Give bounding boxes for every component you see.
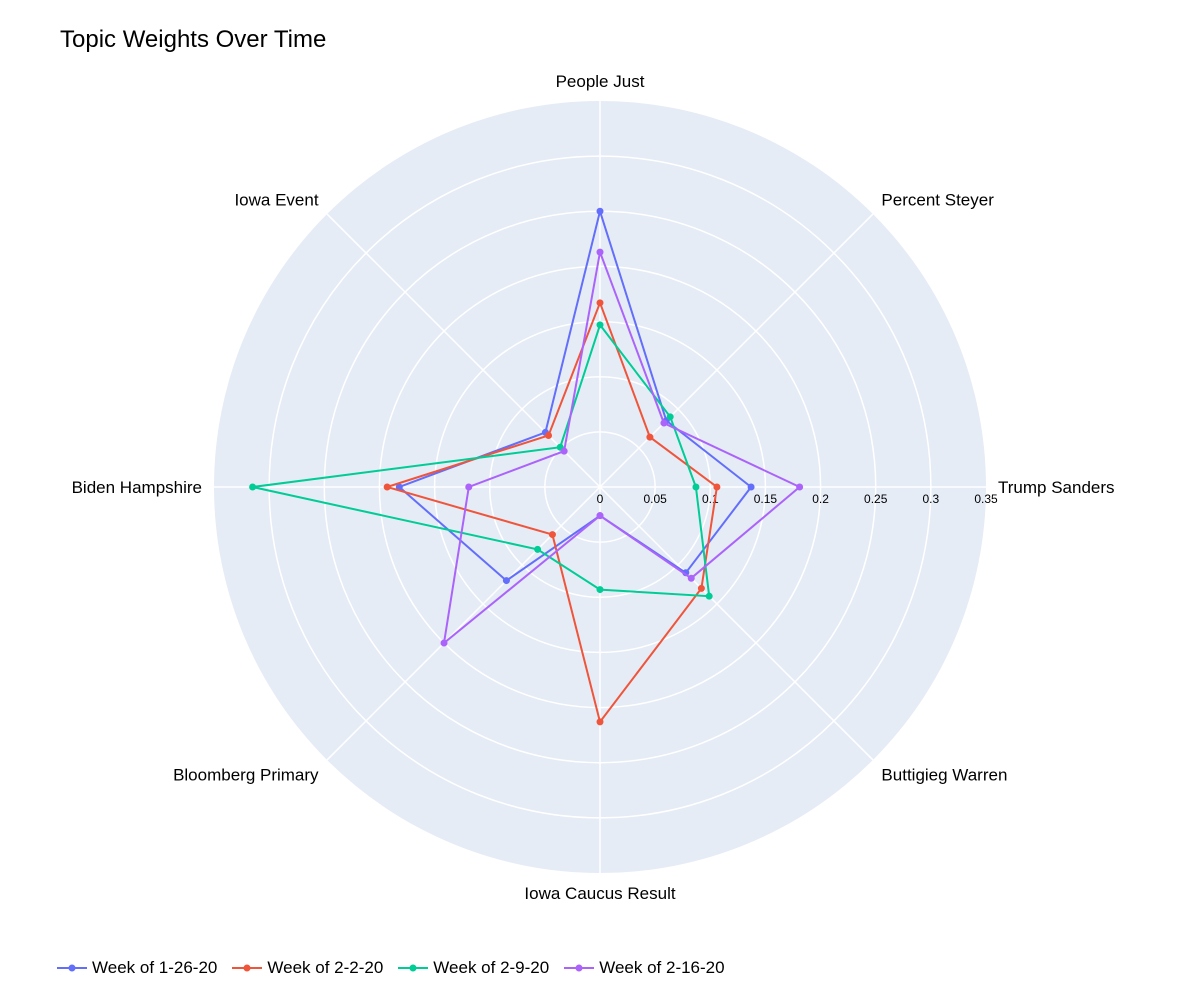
legend-swatch-icon bbox=[564, 964, 595, 972]
data-point-1-7 bbox=[545, 432, 553, 440]
legend-label: Week of 2-9-20 bbox=[433, 958, 550, 977]
data-point-2-1 bbox=[666, 413, 674, 421]
radial-tick-label: 0.15 bbox=[754, 492, 778, 506]
data-point-3-7 bbox=[560, 447, 568, 455]
axis-label-6: Biden Hampshire bbox=[72, 478, 202, 497]
data-point-3-1 bbox=[660, 419, 668, 427]
legend-item[interactable]: Week of 2-16-20 bbox=[563, 958, 725, 978]
legend-item[interactable]: Week of 1-26-20 bbox=[56, 958, 217, 978]
axis-label-0: People Just bbox=[556, 72, 645, 91]
legend-swatch-icon bbox=[232, 964, 263, 972]
radial-tick-label: 0.05 bbox=[643, 492, 667, 506]
axis-labels: People Just Percent Steyer Trump Sanders Bu… bbox=[72, 72, 1115, 903]
data-point-1-1 bbox=[646, 433, 654, 441]
spoke-line-3 bbox=[599, 486, 874, 761]
data-point-2-0 bbox=[596, 321, 604, 329]
legend-item[interactable]: Week of 2-2-20 bbox=[231, 958, 383, 978]
radial-grid bbox=[214, 101, 986, 873]
spoke-line-7 bbox=[326, 213, 601, 488]
radial-tick-label: 0.2 bbox=[812, 492, 829, 506]
data-point-3-2 bbox=[796, 483, 804, 491]
radial-tick-label: 0.35 bbox=[974, 492, 998, 506]
radial-tick-labels: 0 0.05 0.1 0.15 0.2 0.25 0.3 0.35 bbox=[597, 492, 998, 506]
data-point-1-2 bbox=[713, 483, 721, 491]
axis-label-3: Buttigieg Warren bbox=[881, 765, 1007, 784]
chart-title: Topic Weights Over Time bbox=[60, 26, 327, 53]
data-point-3-6 bbox=[465, 483, 473, 491]
data-point-2-3 bbox=[705, 592, 713, 600]
data-point-3-0 bbox=[596, 248, 604, 256]
legend-swatch-icon bbox=[57, 964, 87, 972]
data-point-0-2 bbox=[747, 483, 755, 491]
legend-label: Week of 2-16-20 bbox=[599, 958, 725, 977]
legend-swatch-icon bbox=[398, 964, 429, 972]
data-point-0-6 bbox=[395, 483, 403, 491]
data-point-2-5 bbox=[534, 545, 542, 553]
legend-label: Week of 2-2-20 bbox=[267, 958, 384, 977]
data-point-1-3 bbox=[697, 584, 705, 592]
legend-label: Week of 1-26-20 bbox=[92, 958, 218, 977]
series-group bbox=[249, 207, 804, 726]
data-point-3-3 bbox=[687, 574, 695, 582]
data-point-0-0 bbox=[596, 207, 604, 215]
data-point-1-6 bbox=[383, 483, 391, 491]
data-point-1-0 bbox=[596, 299, 604, 307]
data-point-0-5 bbox=[502, 577, 510, 585]
data-point-3-5 bbox=[440, 639, 448, 647]
legend-item[interactable]: Week of 2-9-20 bbox=[397, 958, 549, 978]
data-point-2-2 bbox=[692, 483, 700, 491]
data-point-2-6 bbox=[249, 483, 257, 491]
axis-label-7: Iowa Event bbox=[234, 191, 318, 210]
data-point-3-4 bbox=[596, 512, 604, 520]
radial-tick-label: 0 bbox=[597, 492, 604, 506]
chart-legend: Week of 1-26-20 Week of 2-2-20 Week of 2-9… bbox=[56, 958, 731, 978]
spoke-line-1 bbox=[599, 213, 874, 488]
axis-label-5: Bloomberg Primary bbox=[173, 765, 319, 784]
data-point-2-4 bbox=[596, 586, 604, 594]
axis-label-1: Percent Steyer bbox=[881, 191, 994, 210]
radial-tick-label: 0.25 bbox=[864, 492, 888, 506]
radial-tick-label: 0.3 bbox=[923, 492, 940, 506]
axis-label-2: Trump Sanders bbox=[998, 478, 1115, 497]
data-point-1-4 bbox=[596, 718, 604, 726]
axis-label-4: Iowa Caucus Result bbox=[524, 884, 675, 903]
data-point-1-5 bbox=[548, 531, 556, 539]
